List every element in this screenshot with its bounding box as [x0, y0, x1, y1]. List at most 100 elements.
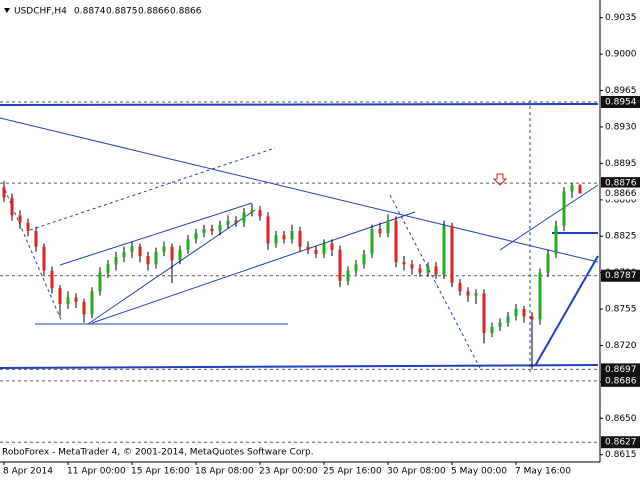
trendline	[91, 211, 416, 324]
candle-body	[274, 235, 278, 244]
x-tick-label: 7 May 16:00	[515, 467, 571, 477]
level-box	[601, 374, 640, 387]
candle-body	[154, 251, 158, 265]
y-tick-label: 0.8720	[605, 341, 637, 351]
candle-body	[170, 246, 174, 261]
candle-body	[90, 291, 94, 315]
candle-body	[546, 253, 550, 273]
x-tick-label: 30 Apr 08:00	[387, 467, 446, 477]
candle-body	[242, 212, 246, 223]
level-box	[601, 436, 640, 449]
candle-body	[266, 216, 270, 244]
candle-body	[34, 231, 38, 247]
trendline	[0, 117, 599, 263]
candle-body	[466, 291, 470, 296]
candle-body	[186, 239, 190, 250]
y-tick-label: 0.9035	[605, 13, 637, 23]
candle-body	[258, 210, 262, 217]
candle-body	[42, 246, 46, 271]
footer: RoboForex - MetaTrader 4, © 2001-2014, M…	[2, 448, 314, 458]
candle-body	[402, 262, 406, 265]
y-tick-label: 0.8860	[605, 195, 637, 205]
candle-body	[458, 283, 462, 292]
y-tick-label: 0.8895	[605, 159, 637, 169]
level-label: 0.8697	[605, 365, 637, 375]
candle-body	[554, 225, 558, 254]
candle-body	[354, 264, 358, 271]
x-tick-label: 15 Apr 16:00	[131, 467, 190, 477]
candle-body	[482, 293, 486, 333]
x-tick-label: 25 Apr 16:00	[323, 467, 382, 477]
current-price-box	[601, 187, 640, 200]
candle-body	[98, 272, 102, 292]
trendline	[389, 194, 481, 369]
trendline	[0, 364, 599, 369]
candle-body	[290, 231, 294, 240]
header-value: 0.8874	[74, 7, 106, 17]
candle-body	[338, 249, 342, 281]
candle-body	[74, 297, 78, 302]
candle-body	[442, 225, 446, 275]
y-tick-label: 0.8825	[605, 232, 637, 242]
candle-body	[234, 220, 238, 223]
candle-body	[498, 322, 502, 327]
level-box	[601, 269, 640, 282]
candle-body	[26, 222, 30, 231]
trendline	[59, 202, 253, 266]
candle-body	[18, 215, 22, 223]
candle-body	[50, 270, 54, 289]
level-label: 0.8954	[605, 97, 637, 107]
candle-body	[122, 251, 126, 258]
candle-body	[418, 268, 422, 273]
candle-body	[226, 220, 230, 225]
level-box	[601, 177, 640, 190]
candle-body	[298, 231, 302, 247]
candle-body	[162, 246, 166, 252]
candle-body	[530, 316, 534, 320]
candle-body	[82, 301, 86, 315]
candle-body	[562, 191, 566, 226]
candle-body	[346, 270, 350, 281]
trendline	[29, 147, 276, 231]
level-label: 0.8686	[605, 376, 637, 386]
y-tick-label: 0.8965	[605, 86, 637, 96]
header-value: 0.8866	[170, 7, 202, 17]
candle-body	[2, 187, 6, 198]
x-tick-label: 23 Apr 00:00	[259, 467, 318, 477]
candle-body	[426, 266, 430, 273]
candle-body	[450, 225, 454, 284]
candle-body	[10, 197, 14, 216]
level-label: 0.8787	[605, 271, 637, 281]
x-tick-label: 11 Apr 00:00	[67, 467, 126, 477]
x-tick-label: 5 May 00:00	[451, 467, 507, 477]
trendline	[499, 184, 599, 251]
candle-body	[330, 243, 334, 250]
current-price-label: 0.8866	[605, 189, 637, 199]
y-tick-label: 0.8755	[605, 305, 637, 315]
candle-body	[570, 185, 574, 192]
candle-body	[194, 233, 198, 240]
candle-body	[362, 253, 366, 265]
header-value: 0.8866	[138, 7, 170, 17]
candle-body	[306, 246, 310, 250]
candle-body	[138, 246, 142, 256]
candle-body	[370, 228, 374, 254]
candle-body	[434, 266, 438, 275]
level-box	[601, 363, 640, 376]
x-tick-label: 8 Apr 2014	[3, 467, 53, 477]
candle-body	[114, 257, 118, 265]
candle-body	[506, 316, 510, 323]
candle-body	[514, 309, 518, 317]
signal-arrow	[492, 173, 508, 186]
candle-body	[210, 228, 214, 231]
candle-body	[378, 228, 382, 234]
level-label: 0.8627	[605, 438, 637, 448]
level-box	[601, 95, 640, 108]
trendline	[0, 103, 599, 106]
candle-body	[178, 249, 182, 261]
candle-body	[386, 220, 390, 234]
level-label: 0.8876	[605, 179, 637, 189]
